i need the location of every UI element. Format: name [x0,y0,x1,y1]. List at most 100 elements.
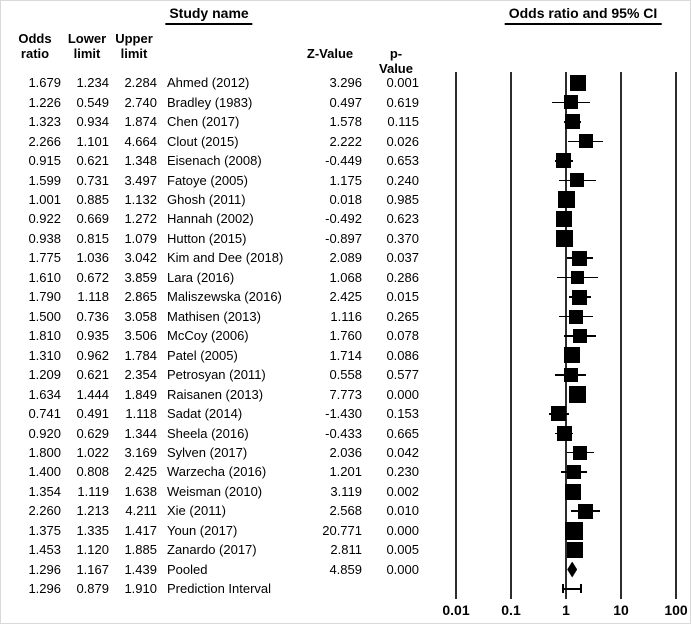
cell-odds-ratio: 0.920 [28,425,61,441]
cell-study-name: Weisman (2010) [167,483,263,499]
study-name-title: Study name [165,5,253,25]
cell-study-name: Petrosyan (2011) [167,367,266,383]
column-header-odds-line2: ratio [20,46,50,61]
cell-p-value: 0.623 [386,211,419,227]
prediction-interval-bar [562,588,582,590]
cell-z-value: -1.430 [325,406,362,422]
column-header-z-value-text: Z-Value [306,46,354,61]
axis-tick-label: 100 [664,602,688,618]
cell-z-value: -0.449 [325,153,362,169]
cell-p-value: 0.015 [386,289,419,305]
effect-square [570,75,587,91]
cell-p-value: 0.078 [386,328,419,344]
cell-odds-ratio: 0.741 [28,406,61,422]
cell-p-value: 0.985 [386,192,419,208]
column-header-odds-line1: Odds [18,31,52,46]
cell-upper-limit: 1.439 [124,561,157,577]
cell-lower-limit: 0.629 [76,425,109,441]
cell-lower-limit: 1.120 [76,542,109,558]
table-row: 1.296 1.167 1.439 Pooled 4.859 0.000 [1,560,446,579]
cell-lower-limit: 0.962 [76,347,109,363]
effect-square [570,271,584,285]
cell-z-value: 2.425 [329,289,362,305]
cell-study-name: Eisenach (2008) [167,153,262,169]
cell-study-name: Ahmed (2012) [167,75,250,91]
effect-square [572,250,588,266]
cell-lower-limit: 0.549 [76,94,109,110]
cell-odds-ratio: 1.375 [28,522,61,538]
table-row: 1.226 0.549 2.740 Bradley (1983) 0.497 0.619 [1,93,446,112]
cell-p-value: 0.115 [387,114,419,130]
cell-z-value: 1.578 [329,114,362,130]
cell-upper-limit: 1.874 [124,114,157,130]
cell-p-value: 0.577 [386,367,419,383]
cell-p-value: 0.000 [386,522,419,538]
cell-lower-limit: 1.101 [76,133,109,149]
effect-square [556,153,572,169]
cell-upper-limit: 1.849 [124,386,157,402]
table-row: 1.610 0.672 3.859 Lara (2016) 1.068 0.286 [1,268,446,287]
pooled-diamond [567,561,578,578]
cell-z-value: -0.433 [325,425,362,441]
cell-study-name: Xie (2011) [167,503,227,519]
cell-odds-ratio: 1.790 [28,289,61,305]
table-row: 0.741 0.491 1.118 Sadat (2014) -1.430 0.153 [1,404,446,423]
table-row: 1.800 1.022 3.169 Sylven (2017) 2.036 0.042 [1,443,446,462]
table-row: 1.375 1.335 1.417 Youn (2017) 20.771 0.000 [1,521,446,540]
cell-z-value: 7.773 [329,386,362,402]
cell-p-value: 0.619 [386,94,419,110]
cell-p-value: 0.037 [386,250,419,266]
cell-study-name: Sadat (2014) [167,406,243,422]
cell-study-name: Ghosh (2011) [167,192,246,208]
axis-gridline [675,72,677,599]
cell-upper-limit: 4.211 [125,503,157,519]
table-row: 0.920 0.629 1.344 Sheela (2016) -0.433 0.665 [1,424,446,443]
cell-study-name: Clout (2015) [167,133,239,149]
cell-z-value: 2.568 [329,503,362,519]
prediction-interval-right-cap [580,584,583,594]
cell-odds-ratio: 0.915 [28,153,61,169]
cell-p-value: 0.000 [386,561,419,577]
cell-z-value: 2.036 [329,445,362,460]
cell-odds-ratio: 2.260 [28,503,61,519]
cell-study-name: Bradley (1983) [167,94,253,110]
cell-p-value: 0.653 [386,153,419,169]
cell-odds-ratio: 1.610 [28,269,61,285]
cell-z-value: 1.175 [329,172,362,188]
prediction-interval-left-cap [561,584,564,594]
effect-square [567,465,582,480]
cell-odds-ratio: 1.800 [28,445,61,460]
cell-study-name: Warzecha (2016) [167,464,267,480]
table-row: 1.775 1.036 3.042 Kim and Dee (2018) 2.089 0.… [1,248,446,267]
table-row: 1.634 1.444 1.849 Raisanen (2013) 7.773 0.000 [1,385,446,404]
effect-square [556,211,573,228]
table-row: 1.790 1.118 2.865 Maliszewska (2016) 2.425 0.… [1,287,446,306]
cell-odds-ratio: 1.500 [28,308,61,324]
cell-odds-ratio: 1.296 [28,561,61,577]
cell-upper-limit: 1.079 [124,230,157,246]
cell-z-value: 1.760 [329,328,362,344]
cell-odds-ratio: 1.226 [28,94,61,110]
cell-z-value: 2.222 [329,133,362,149]
cell-upper-limit: 1.132 [124,192,157,208]
cell-odds-ratio: 1.400 [28,464,61,480]
cell-lower-limit: 0.934 [76,114,109,130]
cell-upper-limit: 1.344 [124,425,157,441]
cell-p-value: 0.370 [386,230,419,246]
cell-study-name: Hutton (2015) [167,230,247,246]
table-row: 1.453 1.120 1.885 Zanardo (2017) 2.811 0.005 [1,540,446,559]
odds-ratio-ci-title: Odds ratio and 95% CI [504,5,662,25]
cell-p-value: 0.002 [386,483,419,499]
table-row: 2.266 1.101 4.664 Clout (2015) 2.222 0.026 [1,132,446,151]
cell-lower-limit: 1.118 [77,289,109,305]
cell-p-value: 0.153 [386,406,419,422]
cell-z-value: 3.119 [330,483,362,499]
axis-tick-label: 10 [613,602,629,618]
cell-upper-limit: 1.885 [124,542,157,558]
cell-z-value: 1.116 [330,308,362,324]
cell-lower-limit: 0.731 [76,172,109,188]
cell-p-value: 0.286 [386,269,419,285]
cell-upper-limit: 2.425 [124,464,157,480]
effect-square [573,328,588,343]
cell-lower-limit: 0.672 [76,269,109,285]
